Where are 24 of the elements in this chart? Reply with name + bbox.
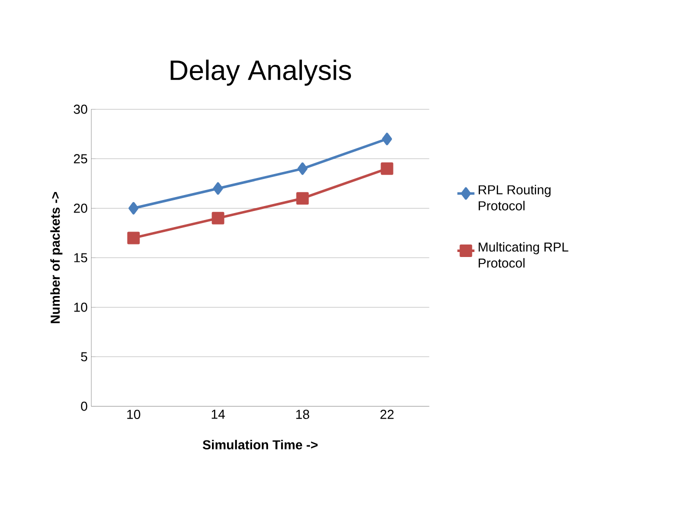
y-tick-label: 30	[74, 104, 88, 114]
x-tick-label: 14	[212, 410, 225, 419]
y-tick-label: 15	[74, 253, 88, 262]
y-tick-label: 10	[74, 302, 88, 312]
point	[128, 202, 139, 215]
point	[212, 212, 224, 224]
x-tick-label: 10	[127, 410, 140, 419]
point	[127, 232, 140, 244]
y-tick-label: 0	[81, 402, 88, 411]
x-axis-title: Simulation Time ->	[202, 440, 318, 450]
point	[382, 132, 392, 146]
legend-label: Multicating RPL Protocol	[478, 242, 568, 268]
chart-title: Delay Analysis	[170, 60, 351, 86]
x-tick-label: 18	[296, 410, 310, 419]
point	[298, 162, 308, 175]
y-tick-label: 5	[81, 352, 88, 362]
y-tick-label: 25	[74, 154, 88, 164]
y-axis-title: Number of packets ->	[50, 192, 62, 324]
point	[296, 192, 309, 205]
point	[380, 162, 394, 175]
y-tick-label: 20	[74, 204, 88, 213]
legend-label: RPL Routing Protocol	[478, 184, 551, 210]
point	[213, 182, 224, 195]
x-tick-label: 22	[380, 410, 394, 419]
